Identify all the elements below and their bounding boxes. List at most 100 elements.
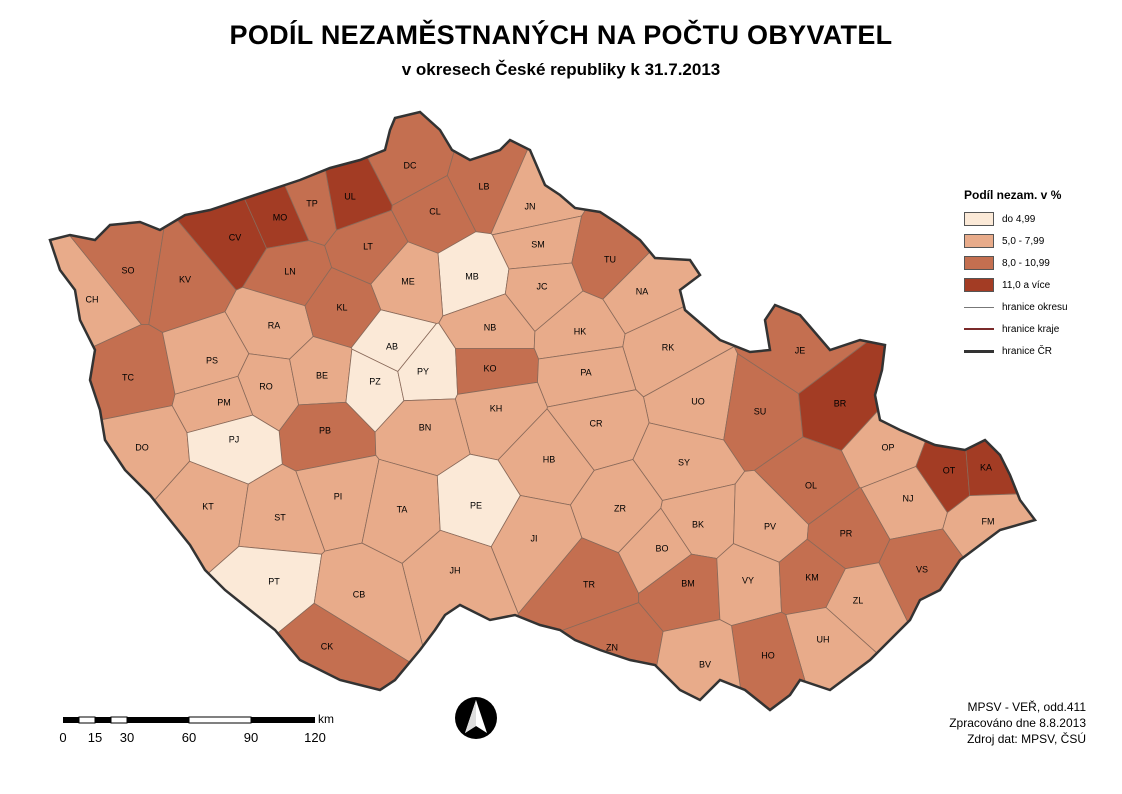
district-label-vy: VY <box>742 575 754 585</box>
district-label-jh: JH <box>450 565 461 575</box>
district-label-ho: HO <box>761 650 775 660</box>
credit-line: Zdroj dat: MPSV, ČSÚ <box>967 732 1086 746</box>
scale-tick-label: 15 <box>87 730 103 745</box>
district-label-kv: KV <box>179 274 191 284</box>
scale-tick-label: 90 <box>243 730 259 745</box>
district-label-hk: HK <box>574 326 587 336</box>
district-label-ji: JI <box>530 533 537 543</box>
district-label-cv: CV <box>229 232 242 242</box>
district-label-bk: BK <box>692 519 704 529</box>
district-label-vs: VS <box>916 564 928 574</box>
legend-line-region <box>964 328 994 330</box>
district-label-ol: OL <box>805 480 817 490</box>
district-label-lt: LT <box>363 241 373 251</box>
district-label-jc: JC <box>537 281 549 291</box>
credit-line: MPSV - VEŘ, odd.411 <box>967 700 1087 714</box>
legend-line-row: hranice ČR <box>964 340 1068 362</box>
district-label-ot: OT <box>943 465 956 475</box>
map-legend: Podíl nezam. v % do 4,99 5,0 - 7,99 8,0 … <box>964 188 1068 362</box>
legend-class-row: 11,0 a více <box>964 274 1068 296</box>
district-label-tu: TU <box>604 254 616 264</box>
legend-class-label: do 4,99 <box>1002 213 1036 225</box>
district-label-py: PY <box>417 366 429 376</box>
legend-line-label: hranice kraje <box>1002 323 1060 335</box>
district-label-ul: UL <box>344 191 356 201</box>
district-label-tc: TC <box>122 372 134 382</box>
district-label-su: SU <box>754 406 767 416</box>
legend-swatch <box>964 234 994 248</box>
district-label-bn: BN <box>419 422 432 432</box>
legend-swatch <box>964 256 994 270</box>
district-label-bv: BV <box>699 659 711 669</box>
legend-line-label: hranice okresu <box>1002 301 1068 313</box>
scale-bar <box>63 716 315 724</box>
credit-line: Zpracováno dne 8.8.2013 <box>949 716 1086 730</box>
district-label-pr: PR <box>840 528 853 538</box>
scale-tick-label: 60 <box>181 730 197 745</box>
district-label-kl: KL <box>336 302 347 312</box>
district-label-be: BE <box>316 370 328 380</box>
district-label-bo: BO <box>655 543 668 553</box>
north-arrow-icon <box>455 697 497 739</box>
district-label-pe: PE <box>470 500 482 510</box>
map-subtitle: v okresech České republiky k 31.7.2013 <box>401 60 721 79</box>
district-label-op: OP <box>881 442 894 452</box>
district-label-do: DO <box>135 442 149 452</box>
district-label-je: JE <box>795 345 806 355</box>
district-label-ro: RO <box>259 381 273 391</box>
legend-class-label: 8,0 - 10,99 <box>1002 257 1050 269</box>
district-label-fm: FM <box>982 516 995 526</box>
district-label-nj: NJ <box>903 493 914 503</box>
district-label-zr: ZR <box>614 503 626 513</box>
credits: MPSV - VEŘ, odd.411 Zpracováno dne 8.8.2… <box>949 699 1086 747</box>
district-label-ra: RA <box>268 320 281 330</box>
district-label-br: BR <box>834 398 847 408</box>
legend-line-label: hranice ČR <box>1002 345 1053 357</box>
district-label-so: SO <box>121 265 134 275</box>
district-labels: CH SO KV CV MO TP UL DC LB JN CL LT LN SM MB ME TU JC NA TC… <box>86 160 995 669</box>
district-label-rk: RK <box>662 342 675 352</box>
country-border <box>48 110 1038 712</box>
district-label-ta: TA <box>397 504 408 514</box>
district-label-sm: SM <box>531 239 545 249</box>
district-label-tr: TR <box>583 579 595 589</box>
legend-class-label: 11,0 a více <box>1002 279 1051 291</box>
legend-class-label: 5,0 - 7,99 <box>1002 235 1045 247</box>
legend-class-row: do 4,99 <box>964 208 1068 230</box>
district-label-bm: BM <box>681 578 695 588</box>
district-label-ab: AB <box>386 341 398 351</box>
district-label-uh: UH <box>817 634 830 644</box>
district-label-na: NA <box>636 286 649 296</box>
district-label-nb: NB <box>484 322 497 332</box>
district-label-ch: CH <box>86 294 99 304</box>
district-label-pt: PT <box>268 576 280 586</box>
district-label-jn: JN <box>525 201 536 211</box>
district-label-mb: MB <box>465 271 479 281</box>
legend-class-row: 5,0 - 7,99 <box>964 230 1068 252</box>
legend-swatch <box>964 278 994 292</box>
district-label-hb: HB <box>543 454 556 464</box>
scale-unit: km <box>318 712 334 726</box>
district-label-zn: ZN <box>606 642 618 652</box>
district-label-zl: ZL <box>853 595 864 605</box>
district-label-ln: LN <box>284 266 296 276</box>
district-label-uo: UO <box>691 396 705 406</box>
legend-swatch <box>964 212 994 226</box>
district-label-cb: CB <box>353 589 366 599</box>
district-label-pm: PM <box>217 397 231 407</box>
district-label-ck: CK <box>321 641 334 651</box>
district-label-pj: PJ <box>229 434 240 444</box>
districts-layer <box>49 111 1036 711</box>
district-label-sy: SY <box>678 457 690 467</box>
district-label-st: ST <box>274 512 286 522</box>
district-label-dc: DC <box>404 160 417 170</box>
district-label-pz: PZ <box>369 376 381 386</box>
district-label-cl: CL <box>429 206 441 216</box>
district-label-pv: PV <box>764 521 776 531</box>
district-label-ko: KO <box>483 363 496 373</box>
district-label-km: KM <box>805 572 819 582</box>
scale-tick-label: 120 <box>304 730 326 745</box>
legend-title: Podíl nezam. v % <box>964 188 1062 202</box>
district-label-mo: MO <box>273 212 288 222</box>
